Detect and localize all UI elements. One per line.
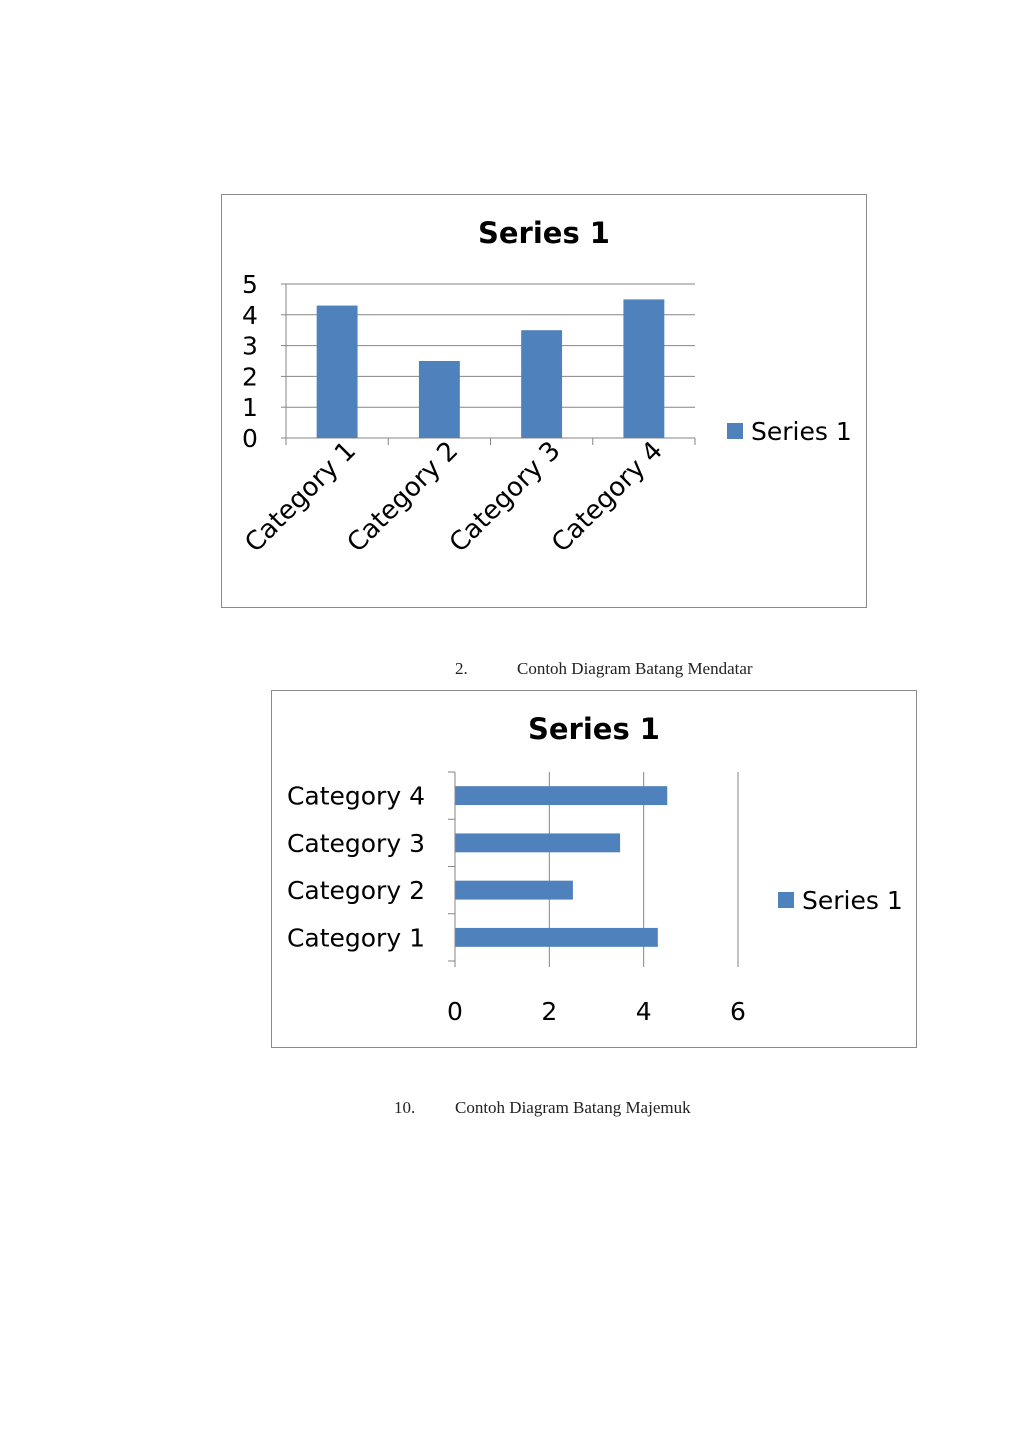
chart-title: Series 1 — [478, 216, 610, 250]
bar — [455, 880, 573, 900]
x-tick-label: 6 — [730, 997, 746, 1026]
y-tick-label: 5 — [242, 270, 258, 299]
legend: Series 1 — [778, 886, 903, 915]
x-tick-label: 4 — [636, 997, 652, 1026]
y-tick-label: 1 — [242, 393, 258, 422]
figure-caption: 10. Contoh Diagram Batang Majemuk — [394, 1098, 774, 1120]
figure-caption: 2. Contoh Diagram Batang Mendatar — [455, 659, 835, 681]
y-tick-label: 2 — [242, 362, 258, 391]
bar — [418, 361, 460, 438]
y-axis — [448, 771, 456, 962]
legend-label: Series 1 — [802, 886, 903, 915]
bar — [316, 305, 358, 438]
y-tick-label: 4 — [242, 301, 258, 330]
legend-swatch — [778, 892, 794, 908]
y-axis-tick-labels: Category 1 Category 2 Category 3 Category 4 — [287, 782, 425, 953]
x-tick-label: Category 4 — [546, 436, 669, 559]
y-tick-label: Category 4 — [287, 782, 425, 811]
legend-swatch — [727, 423, 743, 439]
y-tick-label: Category 3 — [287, 829, 425, 858]
x-tick-label: 0 — [447, 997, 463, 1026]
bar — [521, 330, 563, 438]
caption-text: Contoh Diagram Batang Mendatar — [517, 659, 753, 678]
bar — [623, 299, 665, 438]
y-tick-label: Category 1 — [287, 923, 425, 952]
caption-number: 2. — [455, 659, 468, 678]
bar — [455, 786, 668, 806]
legend: Series 1 — [727, 417, 852, 446]
y-tick-label: Category 2 — [287, 876, 425, 905]
x-axis — [285, 284, 696, 445]
chart-title: Series 1 — [528, 712, 660, 746]
bar — [455, 927, 658, 947]
x-axis-tick-labels: 0 2 4 6 — [447, 997, 746, 1026]
caption-text: Contoh Diagram Batang Majemuk — [455, 1098, 691, 1117]
y-tick-label: 3 — [242, 332, 258, 361]
caption-number: 10. — [394, 1098, 416, 1117]
legend-label: Series 1 — [751, 417, 852, 446]
bars — [455, 786, 668, 947]
x-tick-label: 2 — [541, 997, 557, 1026]
bars — [316, 299, 665, 438]
bar — [455, 833, 621, 853]
y-tick-label: 0 — [242, 424, 258, 453]
